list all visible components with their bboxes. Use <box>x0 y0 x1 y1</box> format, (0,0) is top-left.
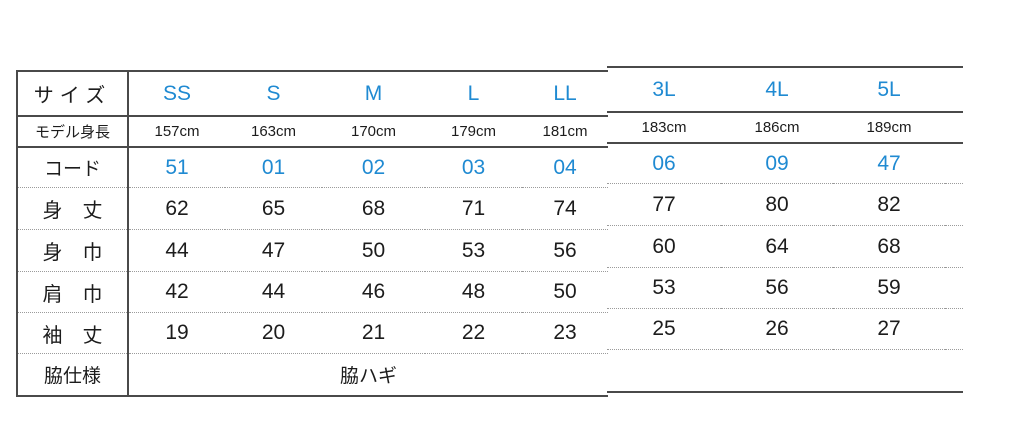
row-body-length: 身 丈 62 65 68 71 74 <box>17 187 608 230</box>
row-sleeve-length: 25 26 27 <box>607 308 963 350</box>
shoulder-width-cell: 50 <box>522 271 608 313</box>
row-label-body-length: 身 丈 <box>17 187 129 230</box>
sleeve-length-cell: 22 <box>425 312 522 354</box>
body-length-cell: 74 <box>522 187 608 230</box>
shoulder-width-cell: 46 <box>322 271 425 313</box>
body-length-cell: 65 <box>225 187 322 230</box>
code-cell: 06 <box>607 143 721 184</box>
sleeve-length-cell: 19 <box>128 312 225 354</box>
shoulder-width-cell: 48 <box>425 271 522 313</box>
size-cell: LL <box>522 70 608 117</box>
spacer-cell <box>945 225 963 268</box>
size-cell: S <box>225 70 322 117</box>
row-label-side-spec: 脇仕様 <box>17 353 129 397</box>
sleeve-length-cell: 23 <box>522 312 608 354</box>
spacer-cell <box>945 308 963 350</box>
body-width-cell: 60 <box>607 225 721 268</box>
body-width-cell: 68 <box>833 225 945 268</box>
row-body-width: 身 巾 44 47 50 53 56 <box>17 229 608 272</box>
code-cell: 02 <box>322 147 425 188</box>
model-height-cell: 170cm <box>322 116 425 148</box>
model-height-cell: 179cm <box>425 116 522 148</box>
row-size: サイズ SS S M L LL <box>17 70 608 117</box>
model-height-cell: 186cm <box>721 112 833 144</box>
code-cell: 51 <box>128 147 225 188</box>
row-label-code: コード <box>17 147 129 188</box>
body-length-cell: 82 <box>833 183 945 226</box>
row-label-size: サイズ <box>17 70 129 117</box>
spacer-cell <box>945 267 963 309</box>
row-side-spec: 脇仕様 脇ハギ <box>17 353 608 397</box>
body-width-cell: 53 <box>425 229 522 272</box>
shoulder-width-cell: 42 <box>128 271 225 313</box>
size-table-main: サイズ SS S M L LL モデル身長 157cm 163cm 170cm … <box>16 70 608 397</box>
size-table-extended: 3L 4L 5L 183cm 186cm 189cm 06 09 47 77 8… <box>607 66 963 393</box>
shoulder-width-cell: 59 <box>833 267 945 309</box>
row-body-width: 60 64 68 <box>607 225 963 268</box>
body-width-cell: 64 <box>721 225 833 268</box>
spacer-cell <box>945 112 963 144</box>
size-cell: 3L <box>607 66 721 113</box>
spacer-cell <box>945 66 963 113</box>
body-length-cell: 62 <box>128 187 225 230</box>
row-label-body-width: 身 巾 <box>17 229 129 272</box>
size-cell: SS <box>128 70 225 117</box>
model-height-cell: 181cm <box>522 116 608 148</box>
body-width-cell: 50 <box>322 229 425 272</box>
size-cell: 4L <box>721 66 833 113</box>
row-model-height: モデル身長 157cm 163cm 170cm 179cm 181cm <box>17 116 608 148</box>
model-height-cell: 163cm <box>225 116 322 148</box>
shoulder-width-cell: 53 <box>607 267 721 309</box>
row-shoulder-width: 53 56 59 <box>607 267 963 309</box>
row-label-model-height: モデル身長 <box>17 116 129 148</box>
sleeve-length-cell: 25 <box>607 308 721 350</box>
row-model-height: 183cm 186cm 189cm <box>607 112 963 144</box>
model-height-cell: 183cm <box>607 112 721 144</box>
row-code: 06 09 47 <box>607 143 963 184</box>
row-label-shoulder-width: 肩 巾 <box>17 271 129 313</box>
row-shoulder-width: 肩 巾 42 44 46 48 50 <box>17 271 608 313</box>
row-sleeve-length: 袖 丈 19 20 21 22 23 <box>17 312 608 354</box>
model-height-cell: 189cm <box>833 112 945 144</box>
row-size: 3L 4L 5L <box>607 66 963 113</box>
spacer-cell <box>945 183 963 226</box>
sleeve-length-cell: 20 <box>225 312 322 354</box>
body-length-cell: 71 <box>425 187 522 230</box>
body-width-cell: 56 <box>522 229 608 272</box>
code-cell: 01 <box>225 147 322 188</box>
code-cell: 03 <box>425 147 522 188</box>
body-length-cell: 80 <box>721 183 833 226</box>
body-length-cell: 77 <box>607 183 721 226</box>
row-label-sleeve-length: 袖 丈 <box>17 312 129 354</box>
row-code: コード 51 01 02 03 04 <box>17 147 608 188</box>
body-length-cell: 68 <box>322 187 425 230</box>
code-cell: 04 <box>522 147 608 188</box>
sleeve-length-cell: 21 <box>322 312 425 354</box>
body-width-cell: 47 <box>225 229 322 272</box>
shoulder-width-cell: 56 <box>721 267 833 309</box>
body-width-cell: 44 <box>128 229 225 272</box>
size-cell: 5L <box>833 66 945 113</box>
sleeve-length-cell: 26 <box>721 308 833 350</box>
code-cell: 09 <box>721 143 833 184</box>
row-side-spec <box>607 349 963 393</box>
spacer-cell <box>945 143 963 184</box>
sleeve-length-cell: 27 <box>833 308 945 350</box>
row-body-length: 77 80 82 <box>607 183 963 226</box>
size-cell: M <box>322 70 425 117</box>
size-cell: L <box>425 70 522 117</box>
empty-cell <box>607 349 963 393</box>
code-cell: 47 <box>833 143 945 184</box>
shoulder-width-cell: 44 <box>225 271 322 313</box>
side-spec-cell: 脇ハギ <box>128 353 608 397</box>
model-height-cell: 157cm <box>128 116 225 148</box>
